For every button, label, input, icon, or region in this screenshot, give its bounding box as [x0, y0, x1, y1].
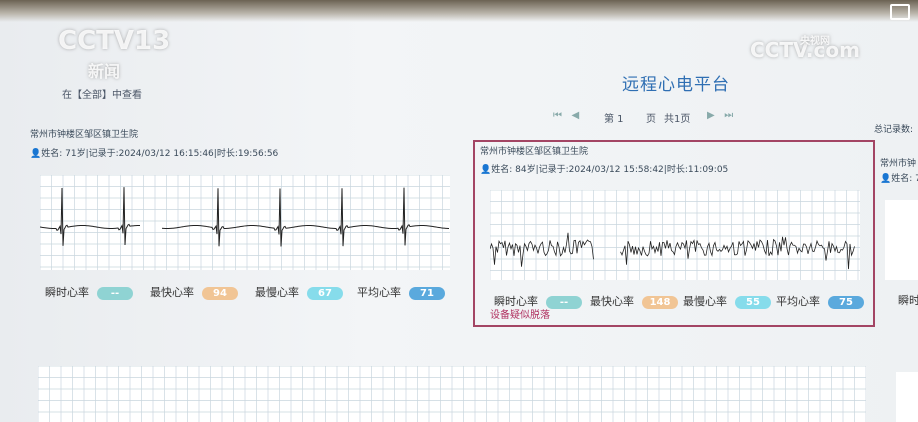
metric-value: 75 [828, 296, 864, 309]
metric-value: 67 [307, 287, 343, 300]
page-total: 共1页 [664, 114, 691, 125]
patient-info: 👤姓名: 84岁|记录于:2024/03/12 15:58:42|时长:11:0… [480, 165, 729, 175]
metric: 瞬时心率 -- [45, 281, 133, 300]
metric-value: 94 [202, 287, 238, 300]
metric-value: -- [97, 287, 133, 300]
metric-value: 71 [409, 287, 445, 300]
site-logo: CCTV.com [750, 38, 860, 62]
patient-info-text: 姓名: 71岁|记录于:2024/03/12 16:15:46|时长:19:56… [41, 149, 279, 159]
hospital-name: 常州市钟 [880, 159, 917, 169]
metric: 最慢心率 67 [255, 281, 343, 300]
ecg-chart [885, 200, 918, 280]
ecg-chart [40, 175, 450, 270]
pager-next[interactable]: ▶ ⏭ [707, 110, 734, 121]
ecg-trace [620, 236, 855, 270]
metric-label: 最慢心率 [255, 286, 299, 299]
ecg-trace [490, 232, 594, 267]
patient-info-text: 姓名: 84岁|记录于:2024/03/12 15:58:42|时长:11:09… [491, 165, 729, 175]
filter-text[interactable]: 在【全部】中查看 [62, 90, 142, 101]
site-sub: 央视网 [800, 36, 830, 47]
hospital-name: 常州市钟楼区邹区镇卫生院 [480, 147, 589, 157]
metric-label: 最慢心率 [683, 295, 727, 308]
ecg-trace [161, 187, 450, 247]
ecg-chart [896, 372, 918, 422]
metric: 最快心率 94 [150, 281, 238, 300]
hospital-name: 常州市钟楼区邹区镇卫生院 [30, 130, 139, 140]
ecg-trace [40, 187, 141, 246]
page-suffix: 页 [646, 114, 656, 125]
page-title: 远程心电平台 [622, 75, 730, 95]
patient-info: 👤姓名: 71岁|记录于:2024/03/12 16:15:46|时长:19:5… [30, 149, 279, 159]
device-alert: 设备疑似脱落 [490, 310, 550, 321]
ecg-chart [38, 366, 866, 422]
patient-info: 👤姓名: 7 [880, 171, 918, 184]
metric: 最快心率 148 [590, 290, 678, 309]
grid-bg [40, 175, 450, 270]
channel-sub: 新闻 [88, 62, 121, 81]
metric-label: 平均心率 [776, 295, 820, 308]
metric-label: 平均心率 [357, 286, 401, 299]
grid-bg [490, 190, 860, 280]
metric-value: -- [546, 296, 582, 309]
metric-label: 瞬时心率 [494, 295, 538, 308]
metric: 瞬时心率 -- [494, 290, 582, 309]
screen-bezel [0, 0, 918, 22]
corner-icon [890, 4, 910, 20]
pager-prev[interactable]: ⏮ ◀ [553, 110, 580, 121]
channel-logo: CCTV13 [58, 26, 171, 56]
metric: 最慢心率 55 [683, 290, 771, 309]
record-count-label: 总记录数: [874, 125, 914, 135]
metric-label: 最快心率 [590, 295, 634, 308]
selected-card[interactable] [473, 140, 875, 327]
ecg-chart [490, 190, 860, 280]
metric-value: 148 [642, 296, 678, 309]
metric-value: 55 [735, 296, 771, 309]
metric-label: 最快心率 [150, 286, 194, 299]
patient-info-text: 姓名: 7 [891, 174, 918, 184]
metric: 平均心率 71 [357, 281, 445, 300]
page-number: 第 1 [604, 114, 624, 125]
metric-label: 瞬时心率 [45, 286, 89, 299]
metric-label: 瞬时 [898, 294, 918, 307]
metric: 平均心率 75 [776, 290, 864, 309]
